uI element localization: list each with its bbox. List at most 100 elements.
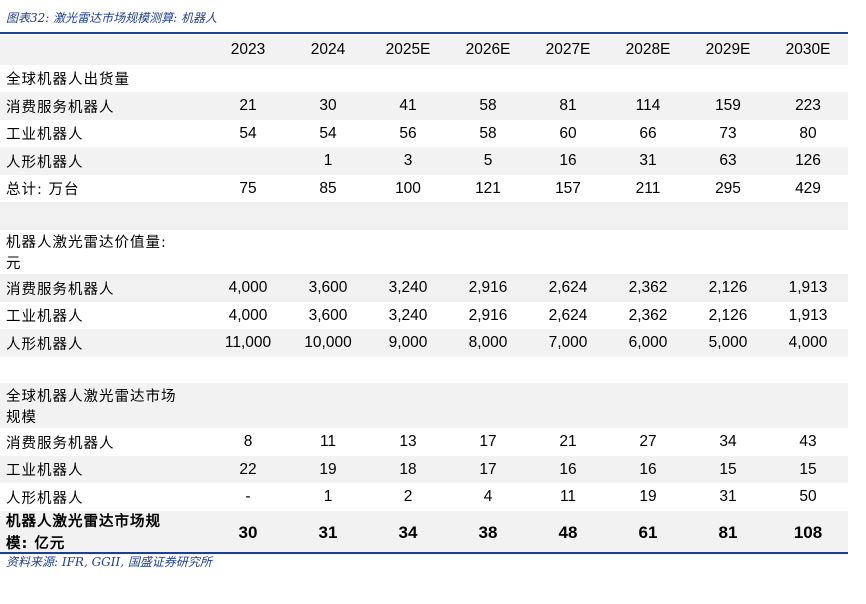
cell: 121	[475, 179, 501, 197]
row-label-line: 机器人激光雷达市场规	[6, 514, 161, 530]
cell: 19	[639, 488, 657, 505]
cell: 1,913	[768, 274, 848, 302]
cell: 4,000	[228, 306, 268, 324]
data-table: 2023 2024 2025E 2026E 2027E 2028E 2029E …	[0, 35, 848, 555]
cell: 17	[448, 456, 528, 483]
cell: 16	[528, 147, 608, 175]
year-header-row: 2023 2024 2025E 2026E 2027E 2028E 2029E …	[0, 35, 848, 65]
cell: 41	[368, 92, 448, 120]
row-label: 消费服务机器人	[0, 274, 208, 302]
cell: 16	[528, 456, 608, 483]
cell: 66	[639, 124, 657, 142]
cell: 5,000	[688, 329, 768, 357]
cell: 21	[208, 92, 288, 120]
cell: 31	[288, 511, 368, 555]
row-label-line: 模: 亿元	[6, 536, 66, 552]
cell: 2,126	[688, 274, 768, 302]
row-label: 人形机器人	[6, 490, 84, 507]
spacer-row	[0, 357, 848, 383]
cell: 126	[768, 147, 848, 175]
cell: 30	[208, 511, 288, 555]
row-label: 工业机器人	[6, 127, 84, 143]
cell: 31	[608, 147, 688, 175]
year-header: 2024	[288, 35, 368, 65]
cell: 27	[639, 433, 657, 450]
section-header: 全球机器人激光雷达市场 规模	[0, 383, 848, 428]
cell: 63	[688, 147, 768, 175]
cell: 58	[479, 124, 497, 142]
row-label: 总计: 万台	[6, 182, 80, 198]
row-label: 人形机器人	[0, 329, 208, 357]
cell: 30	[288, 92, 368, 120]
row-label: 消费服务机器人	[6, 435, 115, 452]
cell: 11	[559, 488, 577, 505]
cell: 80	[799, 124, 817, 142]
cell: 38	[448, 511, 528, 555]
cell: 3	[368, 147, 448, 175]
cell: 8	[243, 433, 253, 450]
title-rule	[0, 32, 848, 34]
cell: 223	[768, 92, 848, 120]
cell: 22	[208, 456, 288, 483]
total-row: 机器人激光雷达市场规 模: 亿元 30 31 34 38 48 61 81 10…	[0, 511, 848, 555]
cell: 85	[319, 179, 337, 197]
cell: 4	[483, 488, 493, 505]
cell: 48	[528, 511, 608, 555]
cell: 429	[795, 179, 821, 197]
cell: 2,362	[628, 306, 668, 324]
section-header: 全球机器人出货量	[6, 72, 130, 88]
section-header-line: 规模	[6, 409, 37, 426]
cell: 58	[448, 92, 528, 120]
cell: 2	[403, 488, 413, 505]
cell: 2,362	[608, 274, 688, 302]
cell: 3,240	[368, 274, 448, 302]
cell: 56	[399, 124, 417, 142]
table-row: 工业机器人 22 19 18 17 16 16 15 15	[0, 456, 848, 483]
cell: 100	[395, 179, 421, 197]
cell: -	[245, 488, 251, 505]
cell: 73	[719, 124, 737, 142]
table-row: 消费服务机器人 8 11 13 17 21 27 34 43	[0, 428, 848, 456]
section-header-line: 元	[6, 256, 22, 272]
bottom-rule	[0, 552, 848, 554]
cell: 60	[559, 124, 577, 142]
cell: 13	[399, 433, 417, 450]
cell: 11,000	[208, 329, 288, 357]
row-label: 消费服务机器人	[0, 92, 208, 120]
table-row: 消费服务机器人 4,000 3,600 3,240 2,916 2,624 2,…	[0, 274, 848, 302]
cell: 1	[288, 147, 368, 175]
cell: 54	[239, 124, 257, 142]
cell: 34	[368, 511, 448, 555]
year-header: 2029E	[688, 35, 768, 65]
cell: 15	[688, 456, 768, 483]
row-label: 人形机器人	[0, 147, 208, 175]
cell: 10,000	[288, 329, 368, 357]
section-header: 机器人激光雷达价值量: 元	[0, 230, 848, 274]
cell: 4,000	[208, 274, 288, 302]
table-row: 总计: 万台 75 85 100 121 157 211 295 429	[0, 175, 848, 202]
year-header: 2025E	[368, 35, 448, 65]
source-note: 资料来源: IFR, GGII, 国盛证券研究所	[6, 555, 212, 569]
cell: 2,624	[528, 274, 608, 302]
cell: 211	[635, 179, 661, 197]
row-label: 工业机器人	[6, 309, 84, 325]
cell: 4,000	[768, 329, 848, 357]
spacer-row	[0, 202, 848, 230]
cell: 5	[448, 147, 528, 175]
section-header-line: 机器人激光雷达价值量:	[6, 235, 167, 251]
cell: 81	[528, 92, 608, 120]
row-label: 机器人激光雷达市场规 模: 亿元	[0, 511, 208, 555]
cell: 6,000	[608, 329, 688, 357]
cell: 157	[555, 179, 581, 197]
cell: 15	[768, 456, 848, 483]
header-blank	[0, 35, 208, 65]
cell: 3,240	[388, 306, 428, 324]
section-header-row: 全球机器人激光雷达市场 规模	[0, 383, 848, 428]
cell: 159	[688, 92, 768, 120]
cell: 108	[768, 511, 848, 555]
section-header-row: 机器人激光雷达价值量: 元	[0, 230, 848, 274]
cell: 2,916	[448, 274, 528, 302]
year-header: 2027E	[528, 35, 608, 65]
cell: 3,600	[308, 306, 348, 324]
figure-title: 图表32: 激光雷达市场规模测算: 机器人	[6, 11, 217, 25]
